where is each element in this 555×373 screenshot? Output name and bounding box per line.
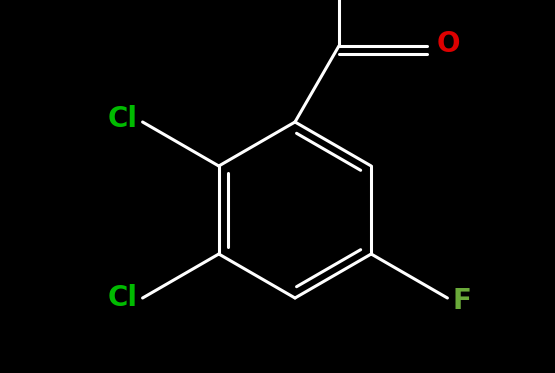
Text: F: F bbox=[452, 287, 471, 315]
Text: Cl: Cl bbox=[108, 105, 138, 133]
Text: O: O bbox=[437, 30, 461, 58]
Text: Cl: Cl bbox=[108, 284, 138, 312]
